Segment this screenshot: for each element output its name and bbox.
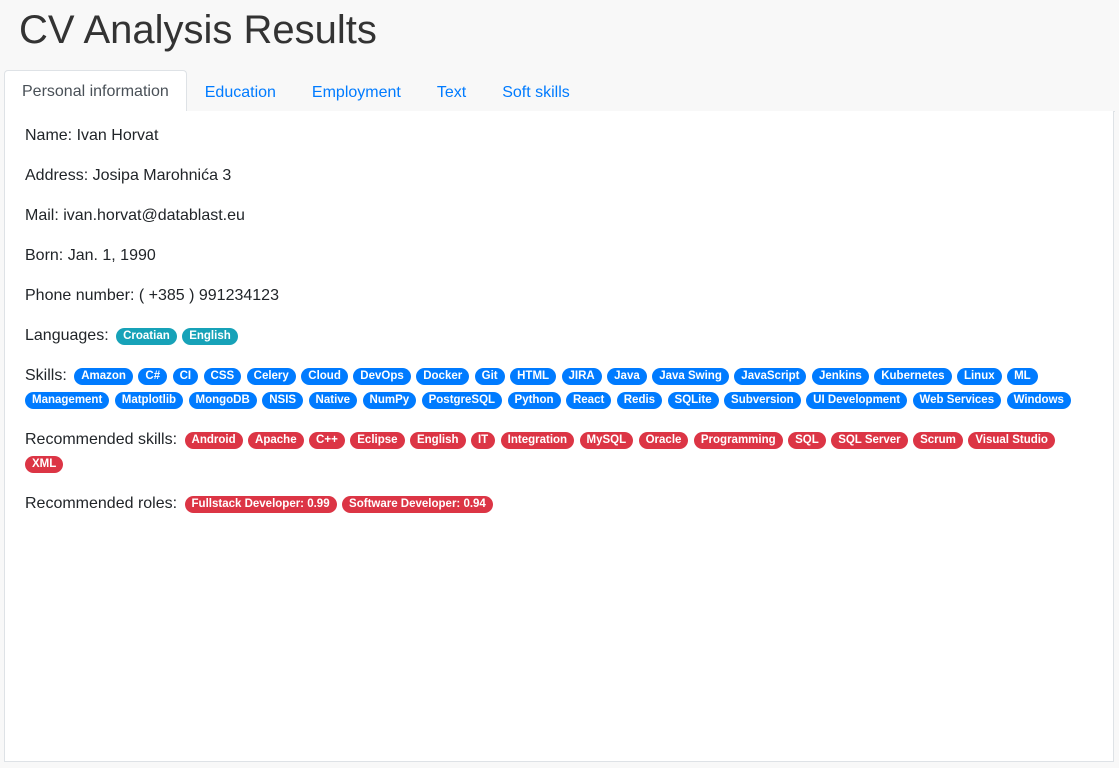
born-field: Born: Jan. 1, 1990 [25, 247, 156, 264]
recommended-skill-badge: MySQL [579, 432, 634, 449]
languages-list: Croatian English [116, 327, 239, 345]
recommended-skill-badge: Oracle [638, 432, 689, 449]
skill-badge: SQLite [667, 392, 719, 409]
tab-soft-skills[interactable]: Soft skills [502, 84, 570, 101]
skill-badge: PostgreSQL [421, 392, 503, 409]
skill-badge: JIRA [561, 368, 602, 385]
recommended-skill-badge: SQL Server [831, 432, 908, 449]
skill-badge: Celery [246, 368, 296, 385]
skill-badge: Cloud [301, 368, 348, 385]
skill-badge: DevOps [353, 368, 411, 385]
recommended-roles-row: Recommended roles: Fullstack Developer: … [25, 492, 1093, 516]
skill-badge: Native [308, 392, 358, 409]
skill-badge: Git [474, 368, 505, 385]
languages-row: Languages: Croatian English [25, 324, 1093, 348]
skills-row: Skills: Amazon C# CI CSS Celery Cloud De… [25, 364, 1093, 412]
name-field: Name: Ivan Horvat [25, 127, 159, 144]
skill-badge: CI [172, 368, 199, 385]
mail-field: Mail: ivan.horvat@datablast.eu [25, 207, 245, 224]
tab-employment[interactable]: Employment [311, 84, 401, 101]
skill-badge: Kubernetes [874, 368, 952, 385]
skill-badge: Redis [616, 392, 663, 409]
recommended-skill-badge: IT [470, 432, 496, 449]
personal-information-panel: Name: Ivan Horvat Address: Josipa Marohn… [4, 111, 1114, 762]
recommended-skill-badge: Apache [248, 432, 304, 449]
recommended-skill-badge: Visual Studio [968, 432, 1055, 449]
address-field: Address: Josipa Marohnića 3 [25, 167, 232, 184]
recommended-skills-row: Recommended skills: Android Apache C++ E… [25, 428, 1093, 476]
recommended-roles-list: Fullstack Developer: 0.99 Software Devel… [184, 495, 494, 513]
skill-badge: Matplotlib [114, 392, 184, 409]
skill-badge: NumPy [362, 392, 417, 409]
skill-badge: Jenkins [811, 368, 869, 385]
skill-badge: Management [25, 392, 110, 409]
skill-badge: HTML [510, 368, 557, 385]
skill-badge: Amazon [74, 368, 133, 385]
skill-badge: Windows [1006, 392, 1071, 409]
skill-badge: Java [607, 368, 647, 385]
tab-education[interactable]: Education [204, 84, 276, 101]
skill-badge: Docker [416, 368, 470, 385]
page-title: CV Analysis Results [19, 8, 377, 52]
skill-badge: React [565, 392, 612, 409]
languages-label: Languages: [25, 327, 109, 344]
recommended-role-badge: Software Developer: 0.94 [342, 496, 493, 513]
skills-list: Amazon C# CI CSS Celery Cloud DevOps Doc… [25, 367, 1072, 409]
recommended-skill-badge: Integration [500, 432, 575, 449]
recommended-skill-badge: C++ [309, 432, 345, 449]
tab-personal-information[interactable]: Personal information [4, 70, 187, 112]
tab-bar: Personal information Education Employmen… [4, 69, 1115, 112]
skill-badge: Python [507, 392, 561, 409]
language-badge: English [182, 328, 238, 345]
skill-badge: Java Swing [652, 368, 729, 385]
skill-badge: Subversion [724, 392, 801, 409]
recommended-skills-label: Recommended skills: [25, 431, 178, 448]
recommended-role-badge: Fullstack Developer: 0.99 [184, 496, 337, 513]
skill-badge: ML [1007, 368, 1038, 385]
recommended-skill-badge: SQL [788, 432, 826, 449]
recommended-skill-badge: English [409, 432, 466, 449]
recommended-roles-label: Recommended roles: [25, 495, 178, 512]
skill-badge: C# [138, 368, 168, 385]
recommended-skill-badge: Programming [693, 432, 783, 449]
skill-badge: Linux [956, 368, 1002, 385]
skill-badge: JavaScript [734, 368, 807, 385]
skill-badge: MongoDB [188, 392, 257, 409]
language-badge: Croatian [116, 328, 177, 345]
recommended-skill-badge: XML [25, 456, 64, 473]
recommended-skill-badge: Scrum [913, 432, 963, 449]
skills-label: Skills: [25, 367, 67, 384]
recommended-skills-list: Android Apache C++ Eclipse English IT In… [25, 431, 1056, 473]
recommended-skill-badge: Eclipse [350, 432, 405, 449]
phone-field: Phone number: ( +385 ) 991234123 [25, 287, 279, 304]
skill-badge: CSS [203, 368, 242, 385]
recommended-skill-badge: Android [184, 432, 243, 449]
skill-badge: Web Services [912, 392, 1002, 409]
tab-text[interactable]: Text [436, 84, 467, 101]
skill-badge: UI Development [806, 392, 908, 409]
skill-badge: NSIS [262, 392, 304, 409]
